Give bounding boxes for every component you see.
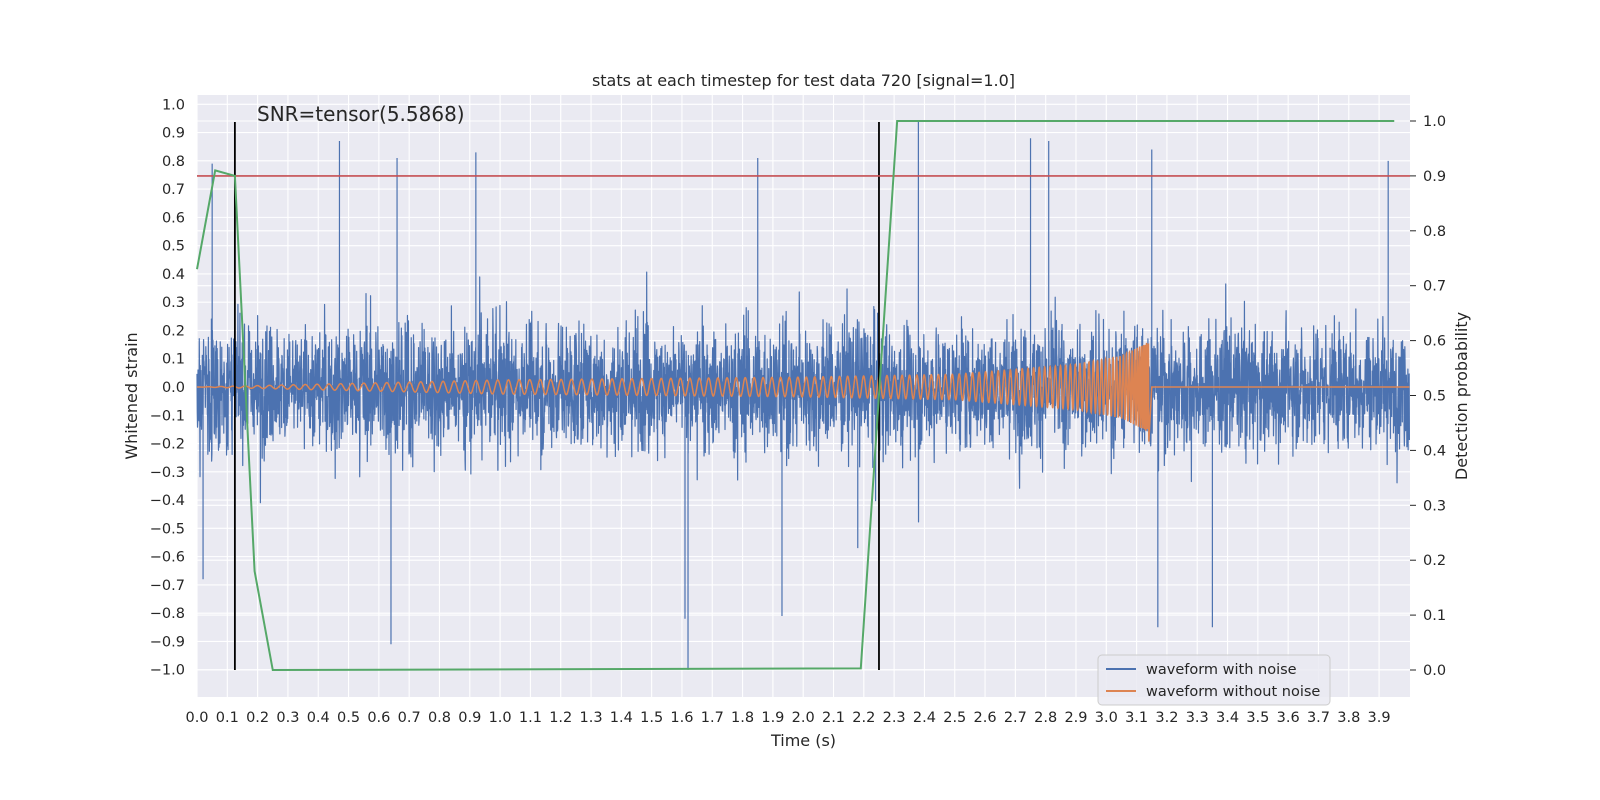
y-tick-label: 0.8 xyxy=(162,154,185,170)
y-tick-label: −0.6 xyxy=(150,550,185,566)
x-tick-label: 2.1 xyxy=(822,710,845,726)
x-tick-label: 1.2 xyxy=(549,710,572,726)
x-tick-label: 0.7 xyxy=(398,710,421,726)
y-tick-label: 0.2 xyxy=(162,323,185,339)
x-tick-label: 0.0 xyxy=(185,710,208,726)
y-tick-label: −0.2 xyxy=(150,437,185,453)
x-tick-label: 1.8 xyxy=(731,710,754,726)
y-right-tick-label: 0.9 xyxy=(1423,169,1446,185)
x-tick-label: 2.0 xyxy=(792,710,815,726)
x-axis-ticks: 0.0 0.1 0.2 0.3 0.4 0.5 0.6 0.7 0.8 0.9 1.0 1.1 1.2 1… xyxy=(185,710,1390,726)
x-tick-label: 2.2 xyxy=(852,710,875,726)
x-tick-label: 1.0 xyxy=(489,710,512,726)
y-tick-label: −0.5 xyxy=(150,521,185,537)
snr-annotation: SNR=tensor(5.5868) xyxy=(257,102,465,126)
x-tick-label: 1.9 xyxy=(761,710,784,726)
series-detection-probability xyxy=(196,120,1395,672)
y-axis-ticks: 1.0 0.9 0.8 0.7 0.6 0.5 0.4 0.3 0.2 0.1 0.0 −0.1 −0.… xyxy=(150,97,185,678)
y-right-tick-label: 0.5 xyxy=(1423,389,1446,405)
legend-box xyxy=(1097,654,1331,706)
chart-title: stats at each timestep for test data 720… xyxy=(592,71,1015,90)
x-tick-label: 3.7 xyxy=(1307,710,1330,726)
y-tick-label: −0.8 xyxy=(150,606,185,622)
y-axis-right-label: Detection probability xyxy=(1452,312,1471,480)
x-tick-label: 0.5 xyxy=(337,710,360,726)
x-tick-label: 2.5 xyxy=(943,710,966,726)
x-tick-label: 0.6 xyxy=(367,710,390,726)
x-tick-label: 2.3 xyxy=(883,710,906,726)
x-tick-label: 3.0 xyxy=(1095,710,1118,726)
y-right-tick-label: 1.0 xyxy=(1423,114,1446,130)
x-tick-label: 1.3 xyxy=(579,710,602,726)
x-tick-label: 2.6 xyxy=(974,710,997,726)
series-waveform-with-noise xyxy=(196,121,1410,670)
x-tick-label: 2.8 xyxy=(1034,710,1057,726)
x-tick-label: 0.4 xyxy=(307,710,330,726)
y-right-tick-label: 0.7 xyxy=(1423,279,1446,295)
series-waveform-without-noise xyxy=(197,342,1410,442)
y-right-tick-label: 0.0 xyxy=(1423,663,1446,679)
legend-label: waveform with noise xyxy=(1146,662,1297,678)
y-tick-label: 0.9 xyxy=(162,126,185,142)
y-tick-label: −0.9 xyxy=(150,634,185,650)
x-tick-label: 2.7 xyxy=(1004,710,1027,726)
x-tick-label: 3.1 xyxy=(1125,710,1148,726)
y-tick-label: 0.1 xyxy=(162,352,185,368)
y-tick-label: 0.6 xyxy=(162,210,185,226)
y-right-tick-label: 0.1 xyxy=(1423,608,1446,624)
y-tick-label: 0.7 xyxy=(162,182,185,198)
x-tick-label: 1.7 xyxy=(701,710,724,726)
y-tick-label: −0.7 xyxy=(150,578,185,594)
y-tick-label: 1.0 xyxy=(162,97,185,113)
y-right-tick-label: 0.3 xyxy=(1423,498,1446,514)
x-tick-label: 3.5 xyxy=(1246,710,1269,726)
y-tick-label: 0.0 xyxy=(162,380,185,396)
x-tick-label: 0.1 xyxy=(216,710,239,726)
x-tick-label: 1.6 xyxy=(670,710,693,726)
x-tick-label: 2.9 xyxy=(1064,710,1087,726)
x-tick-label: 0.2 xyxy=(246,710,269,726)
x-tick-label: 1.1 xyxy=(519,710,542,726)
x-tick-label: 3.2 xyxy=(1155,710,1178,726)
x-tick-label: 3.6 xyxy=(1277,710,1300,726)
x-tick-label: 1.4 xyxy=(610,710,633,726)
y-tick-label: −0.3 xyxy=(150,465,185,481)
y-axis-right-ticks: 1.0 0.9 0.8 0.7 0.6 0.5 0.4 0.3 0.2 0.1 0.0 xyxy=(1410,114,1446,679)
y-tick-label: 0.4 xyxy=(162,267,185,283)
x-tick-label: 0.3 xyxy=(276,710,299,726)
x-axis-label: Time (s) xyxy=(770,731,836,750)
x-tick-label: 3.4 xyxy=(1216,710,1239,726)
legend-label: waveform without noise xyxy=(1146,684,1320,700)
y-tick-label: 0.3 xyxy=(162,295,185,311)
x-tick-label: 2.4 xyxy=(913,710,936,726)
y-tick-label: −0.1 xyxy=(150,408,185,424)
series-layer xyxy=(196,120,1410,672)
y-tick-label: 0.5 xyxy=(162,239,185,255)
y-tick-label: −0.4 xyxy=(150,493,185,509)
x-tick-label: 3.3 xyxy=(1186,710,1209,726)
y-right-tick-label: 0.2 xyxy=(1423,553,1446,569)
y-right-tick-label: 0.8 xyxy=(1423,224,1446,240)
x-tick-label: 0.8 xyxy=(428,710,451,726)
x-tick-label: 3.9 xyxy=(1368,710,1391,726)
x-tick-label: 3.8 xyxy=(1337,710,1360,726)
y-axis-label: Whitened strain xyxy=(122,332,141,459)
y-right-tick-label: 0.6 xyxy=(1423,334,1446,350)
y-right-tick-label: 0.4 xyxy=(1423,443,1446,459)
x-tick-label: 0.9 xyxy=(458,710,481,726)
x-tick-label: 1.5 xyxy=(640,710,663,726)
legend: waveform with noise waveform without nois… xyxy=(1097,654,1331,706)
y-tick-label: −1.0 xyxy=(150,663,185,679)
